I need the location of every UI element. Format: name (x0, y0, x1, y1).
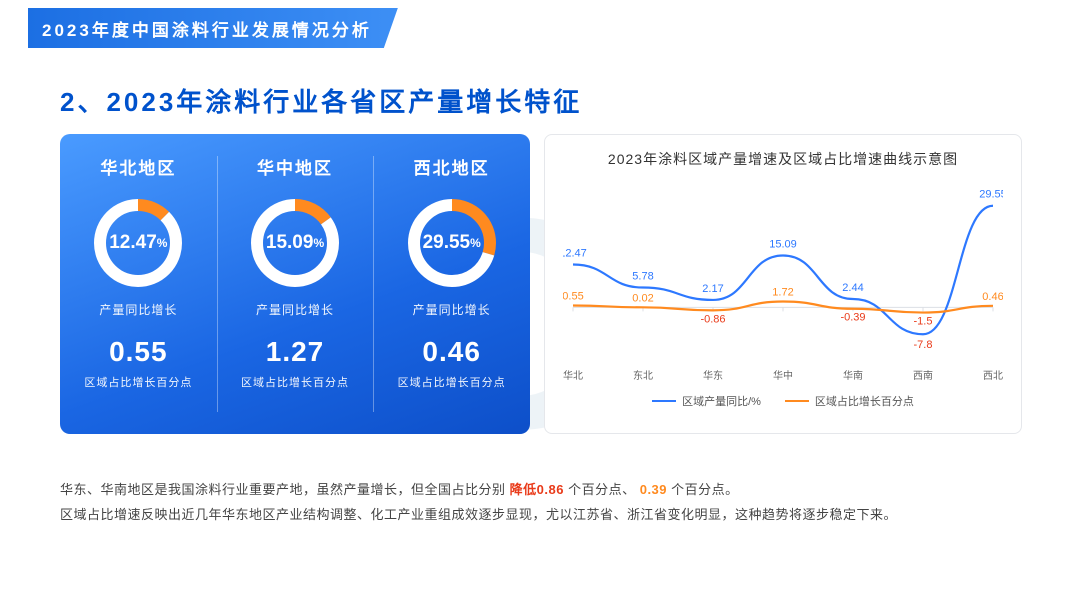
growth-label: 产量同比增长 (256, 301, 334, 318)
banner-text: 2023年度中国涂料行业发展情况分析 (42, 16, 372, 41)
svg-text:2.44: 2.44 (842, 282, 863, 294)
footer-notes: 华东、华南地区是我国涂料行业重要产地，虽然产量增长，但全国占比分别 降低0.86… (60, 478, 1020, 527)
share-label: 区域占比增长百分点 (241, 374, 349, 390)
share-value: 1.27 (266, 336, 325, 368)
legend-item: 区域占比增长百分点 (785, 393, 914, 409)
svg-text:西北: 西北 (983, 370, 1003, 382)
svg-text:5.78: 5.78 (632, 271, 653, 283)
svg-text:2.17: 2.17 (702, 283, 723, 295)
share-label: 区域占比增长百分点 (84, 374, 192, 390)
region-card: 西北地区 29.55% 产量同比增长 0.46 区域占比增长百分点 (373, 134, 530, 434)
svg-text:-1.5: -1.5 (914, 316, 933, 328)
svg-text:西南: 西南 (913, 369, 933, 382)
svg-text:0.55: 0.55 (563, 291, 584, 303)
growth-donut: 12.47% (90, 195, 186, 291)
svg-text:-0.86: -0.86 (700, 313, 725, 325)
svg-text:华中: 华中 (773, 369, 793, 382)
region-name: 华中地区 (257, 154, 333, 179)
svg-text:-7.8: -7.8 (914, 339, 933, 351)
page-banner: 2023年度中国涂料行业发展情况分析 (28, 8, 398, 48)
region-card: 华中地区 15.09% 产量同比增长 1.27 区域占比增长百分点 (217, 134, 374, 434)
legend-item: 区域产量同比/% (652, 393, 761, 409)
svg-text:29.55: 29.55 (979, 189, 1003, 201)
share-value: 0.46 (422, 336, 481, 368)
svg-text:华北: 华北 (563, 369, 583, 382)
region-name: 西北地区 (414, 154, 490, 179)
svg-text:12.47: 12.47 (563, 248, 587, 260)
svg-text:0.02: 0.02 (632, 292, 653, 304)
svg-text:1.72: 1.72 (772, 286, 793, 298)
chart-legend: 区域产量同比/% 区域占比增长百分点 (563, 393, 1003, 409)
svg-text:-0.39: -0.39 (840, 312, 865, 324)
growth-chart: 2023年涂料区域产量增速及区域占比增速曲线示意图 华北 东北 华东 华中 华南 西南 西北… (544, 134, 1022, 434)
region-name: 华北地区 (100, 154, 176, 179)
region-cards: 华北地区 12.47% 产量同比增长 0.55 区域占比增长百分点 华中地区 15.09% 产… (60, 134, 530, 434)
svg-text:华东: 华东 (703, 369, 723, 382)
chart-plot: 华北 东北 华东 华中 华南 西南 西北 12.47 5.78 2.17 15.09 2.44 -7.8… (563, 177, 1003, 387)
svg-text:华南: 华南 (843, 369, 863, 382)
region-card: 华北地区 12.47% 产量同比增长 0.55 区域占比增长百分点 (60, 134, 217, 434)
growth-label: 产量同比增长 (413, 301, 491, 318)
growth-label: 产量同比增长 (99, 301, 177, 318)
share-label: 区域占比增长百分点 (398, 374, 506, 390)
share-value: 0.55 (109, 336, 168, 368)
svg-text:15.09: 15.09 (769, 238, 797, 250)
growth-donut: 29.55% (404, 195, 500, 291)
svg-text:东北: 东北 (633, 369, 653, 382)
section-title: 2、2023年涂料行业各省区产量增长特征 (60, 82, 582, 119)
svg-text:0.46: 0.46 (982, 291, 1003, 303)
growth-donut: 15.09% (247, 195, 343, 291)
chart-title: 2023年涂料区域产量增速及区域占比增速曲线示意图 (563, 149, 1003, 169)
